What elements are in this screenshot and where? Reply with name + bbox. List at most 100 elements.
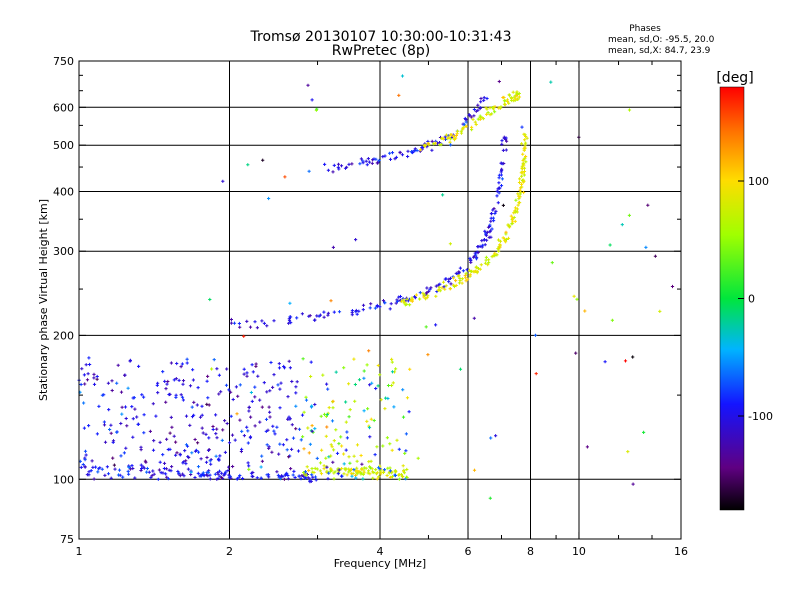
e-cloud-point-241 [405, 396, 410, 400]
e-cloud-point-483 [206, 396, 210, 400]
trace-point-4-54 [128, 467, 132, 471]
e-cloud-point-120 [342, 452, 346, 456]
colorbar-tick-label--100: -100 [748, 410, 773, 423]
e-cloud-point-405 [111, 439, 116, 443]
e-cloud-point-512 [158, 440, 162, 444]
e-cloud-point-457 [151, 448, 156, 452]
trace-point-4-15 [208, 477, 212, 481]
sporadic-point-33 [367, 349, 371, 353]
e-cloud-point-449 [82, 373, 86, 377]
sporadic-point-35 [642, 430, 646, 434]
trace-point-0-93 [489, 216, 493, 220]
x-axis-label: Frequency [MHz] [334, 557, 426, 570]
e-cloud-point-25 [83, 382, 87, 386]
e-cloud-point-443 [325, 413, 329, 417]
e-cloud-point-256 [116, 363, 120, 367]
e-cloud-point-308 [345, 430, 349, 434]
trace-point-1-54 [495, 253, 499, 257]
e-cloud-point-157 [92, 372, 96, 376]
e-cloud-point-492 [248, 436, 252, 440]
e-cloud-point-8 [199, 457, 203, 461]
e-cloud-point-148 [271, 424, 275, 428]
trace-point-1-145 [424, 297, 428, 301]
e-cloud-point-145 [302, 447, 306, 451]
trace-point-2-76 [430, 148, 434, 152]
trace-point-1-157 [524, 154, 528, 159]
e-cloud-point-338 [97, 404, 101, 408]
e-cloud-point-0 [233, 438, 237, 442]
trace-point-3-82 [422, 143, 426, 147]
e-cloud-point-377 [179, 393, 183, 397]
sporadic-point-38 [583, 309, 587, 313]
e-cloud-point-382 [111, 456, 115, 460]
e-cloud-point-162 [184, 462, 188, 466]
trace-point-1-169 [520, 167, 524, 171]
trace-point-1-62 [426, 294, 430, 298]
e-cloud-point-90 [278, 406, 282, 410]
trace-point-0-83 [501, 148, 505, 152]
trace-point-1-48 [506, 236, 511, 240]
trace-point-1-160 [452, 276, 456, 280]
trace-point-1-35 [520, 142, 524, 146]
e-cloud-point-214 [190, 415, 195, 419]
chart-title: Tromsø 20130107 10:30:00-10:31:43 [250, 29, 512, 45]
e-cloud-point-384 [366, 407, 370, 411]
trace-point-1-128 [399, 299, 404, 303]
e-cloud-point-153 [169, 361, 173, 365]
trace-point-0-166 [489, 212, 493, 216]
e-cloud-point-335 [110, 388, 114, 393]
trace-point-2-34 [394, 155, 398, 159]
e-cloud-point-83 [339, 474, 344, 478]
e-cloud-point-346 [373, 453, 377, 457]
e-cloud-point-5 [212, 358, 216, 362]
e-cloud-point-27 [301, 357, 305, 361]
e-cloud-point-190 [92, 376, 96, 380]
e-cloud-point-63 [177, 378, 181, 382]
e-cloud-point-410 [236, 394, 240, 398]
e-cloud-point-259 [383, 468, 387, 472]
trace-point-0-153 [494, 209, 498, 213]
e-cloud-point-331 [310, 404, 314, 408]
e-cloud-point-221 [355, 472, 359, 476]
e-cloud-point-362 [319, 414, 323, 418]
e-cloud-point-70 [123, 373, 127, 377]
trace-point-0-98 [434, 284, 438, 288]
trace-point-1-22 [414, 293, 418, 297]
e-cloud-point-250 [166, 379, 170, 384]
trace-point-0-108 [478, 244, 482, 248]
e-cloud-point-46 [167, 468, 171, 472]
e-cloud-point-395 [376, 363, 380, 368]
sporadic-point-40 [631, 355, 635, 359]
e-cloud-point-40 [164, 387, 168, 391]
trace-point-0-139 [436, 283, 440, 287]
trace-point-3-85 [486, 111, 490, 115]
e-cloud-point-187 [149, 476, 153, 480]
trace-point-5-29 [347, 470, 351, 474]
trace-point-3-88 [488, 113, 492, 117]
trace-point-4-62 [223, 472, 227, 476]
trace-point-1-34 [402, 301, 406, 305]
trace-point-3-57 [485, 112, 489, 116]
trace-point-0-63 [497, 191, 501, 195]
trace-point-0-165 [287, 318, 292, 322]
e-cloud-point-387 [404, 449, 408, 453]
trace-point-0-1 [483, 243, 487, 247]
e-cloud-point-175 [386, 396, 390, 401]
trace-point-1-94 [487, 258, 491, 262]
e-cloud-point-444 [162, 461, 167, 465]
e-cloud-point-327 [130, 405, 134, 409]
e-cloud-point-408 [120, 412, 124, 416]
trace-point-1-164 [454, 283, 458, 288]
trace-point-5-88 [340, 467, 344, 471]
e-cloud-point-484 [131, 396, 135, 400]
e-cloud-point-135 [240, 429, 244, 433]
e-cloud-point-488 [273, 432, 277, 436]
trace-point-3-6 [454, 133, 458, 138]
trace-point-4-25 [224, 470, 228, 474]
trace-point-1-110 [458, 278, 462, 283]
trace-point-3-43 [454, 136, 458, 140]
e-cloud-point-432 [166, 447, 170, 452]
e-cloud-point-223 [225, 421, 229, 426]
e-cloud-point-268 [229, 390, 233, 394]
e-cloud-point-284 [328, 469, 332, 473]
